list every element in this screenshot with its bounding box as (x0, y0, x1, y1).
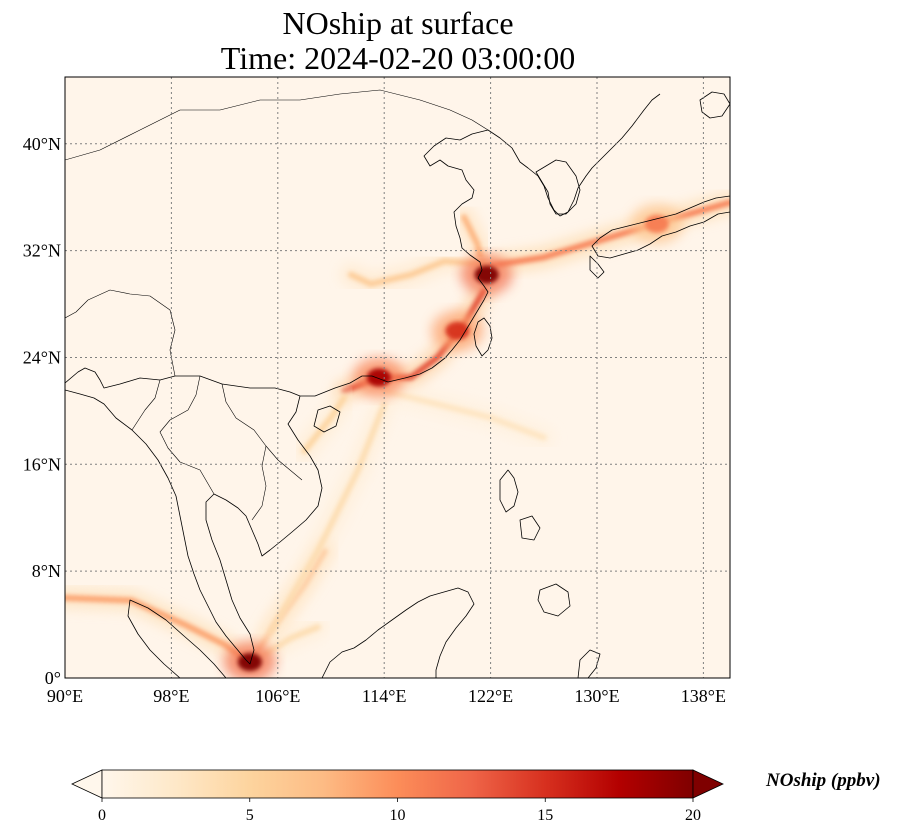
lat-tick-label: 0° (45, 668, 61, 688)
hotspot-pearl-river-delta (366, 368, 391, 387)
map-panel: 90°E 98°E 106°E 114°E 122°E 130°E 138°E 0° 8°N 1… (23, 76, 731, 706)
philippines-mindanao (537, 583, 571, 617)
lat-tick-label: 16°N (23, 454, 61, 474)
latitude-tick-labels: 0° 8°N 16°N 24°N 32°N 40°N (23, 134, 61, 688)
colorbar: 0 5 10 15 20 (71, 769, 724, 824)
colorbar-body (101, 769, 694, 799)
japan-islands (591, 195, 730, 259)
philippines-visayas (519, 515, 541, 541)
coastlines-and-borders (65, 89, 730, 678)
hotspot-singapore-strait (237, 652, 262, 671)
colorbar-ticks: 0 5 10 15 20 (98, 798, 701, 824)
shipping-lane-hainan-lane (301, 394, 348, 454)
sulawesi-island (577, 649, 601, 678)
colorbar-max-extension (692, 769, 724, 799)
shipping-lane-luzon-strait-lane (381, 387, 547, 441)
sumatra-island (127, 599, 227, 678)
borneo-island (321, 587, 475, 678)
colorbar-tick-label: 0 (98, 807, 106, 824)
hotspot-taiwan-strait (445, 321, 470, 340)
country-borders (65, 89, 489, 521)
lat-tick-label: 8°N (32, 561, 61, 581)
lat-tick-label: 32°N (23, 241, 61, 261)
lon-tick-label: 114°E (362, 686, 407, 706)
emission-field (65, 191, 730, 678)
lon-tick-label: 138°E (681, 686, 726, 706)
colorbar-title: NOship (ppbv) (766, 770, 881, 791)
lon-tick-label: 98°E (153, 686, 189, 706)
colorbar-min-extension (71, 769, 103, 799)
colorbar-tick-label: 15 (537, 807, 553, 824)
hainan-island (313, 405, 341, 433)
longitude-tick-labels: 90°E 98°E 106°E 114°E 122°E 130°E 138°E (47, 686, 726, 706)
colorbar-tick-label: 10 (390, 807, 406, 824)
lon-tick-label: 130°E (574, 686, 619, 706)
shipping-lane-shanghai-to-japan (480, 199, 730, 270)
shipping-lane-yangtze-river (347, 258, 487, 287)
hotspot-japan-pacific-coast (644, 214, 669, 233)
colorbar-tick-label: 5 (246, 807, 254, 824)
map-frame (64, 76, 731, 679)
lat-tick-label: 24°N (23, 347, 61, 367)
colorbar-tick-label: 20 (685, 807, 701, 824)
plot-title: NOship at surface (282, 5, 514, 41)
taiwan-island (473, 317, 493, 357)
plot-subtitle-time: Time: 2024-02-20 03:00:00 (220, 40, 576, 76)
lon-tick-label: 122°E (468, 686, 513, 706)
lon-tick-label: 106°E (255, 686, 300, 706)
lat-tick-label: 40°N (23, 134, 61, 154)
mainland-coastline (65, 93, 661, 397)
indochina-coast (65, 389, 323, 665)
shipping-lane-scs-central-lane (268, 401, 388, 635)
lon-tick-label: 90°E (47, 686, 83, 706)
korea-peninsula (535, 159, 581, 215)
philippines-luzon (499, 469, 519, 513)
hotspot-yangtze-delta-shanghai (474, 265, 499, 284)
